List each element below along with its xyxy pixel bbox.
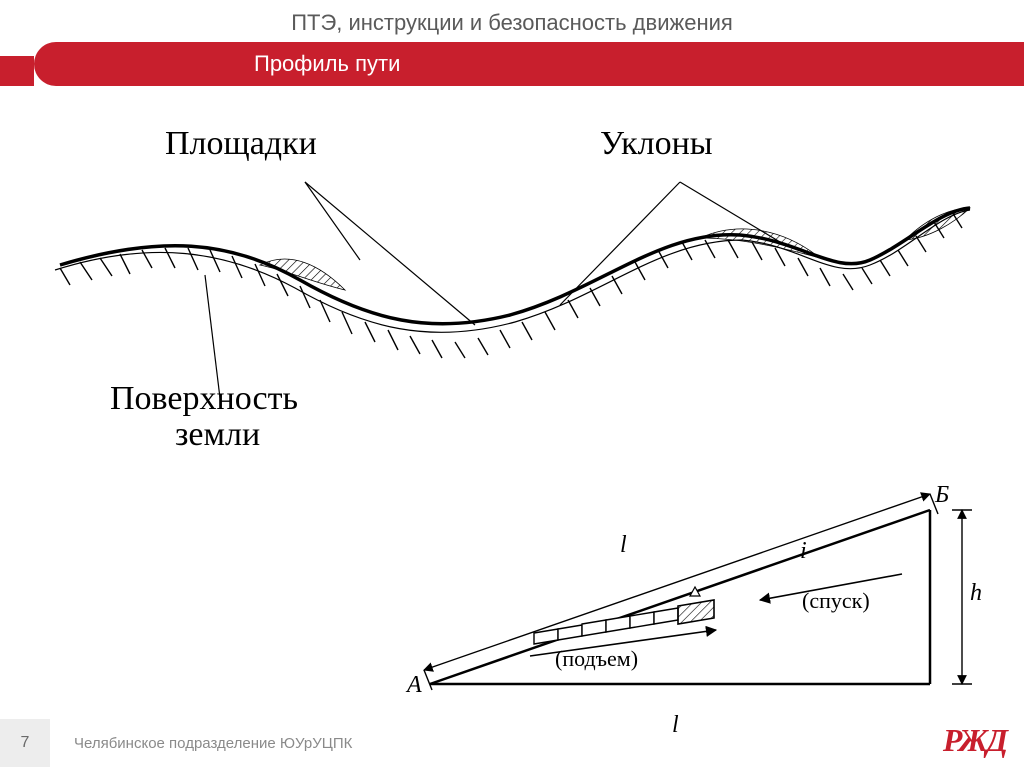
ribbon-tail [0,56,34,86]
label-slopes: Уклоны [600,125,713,163]
rzd-logo: РЖД [943,722,1006,759]
label-l-top: l [620,532,627,559]
footer-org: Челябинское подразделение ЮУрУЦПК [74,735,352,752]
label-uphill: (подъем) [555,646,638,672]
label-ground-surface-2: земли [175,416,260,454]
footer: 7 Челябинское подразделение ЮУрУЦПК [0,719,1024,767]
label-downhill: (спуск) [802,588,870,614]
diagram-area: Площадки Уклоны Поверхность земли А Б l … [0,90,1024,710]
label-point-b: Б [935,482,949,509]
label-ground-surface-1: Поверхность [110,380,298,418]
label-h: h [970,580,982,607]
page-title: ПТЭ, инструкции и безопасность движения [0,0,1024,42]
page-number: 7 [0,719,50,767]
label-i: i [800,538,807,565]
label-point-a: А [407,672,422,699]
subheader-ribbon: Профиль пути [0,42,1024,86]
subheader-title: Профиль пути [34,42,1024,86]
label-platforms: Площадки [165,125,317,163]
